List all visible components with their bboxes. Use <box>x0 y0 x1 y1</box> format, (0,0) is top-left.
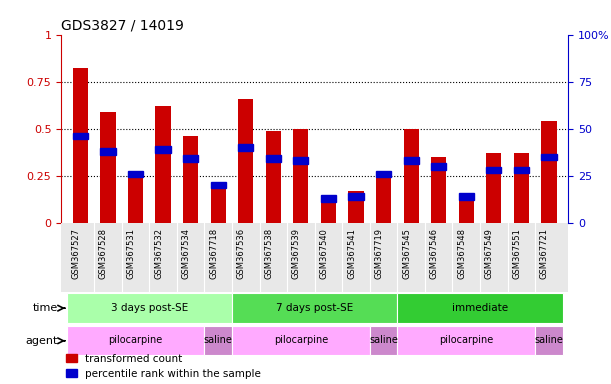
Bar <box>266 156 281 162</box>
Legend: transformed count, percentile rank within the sample: transformed count, percentile rank withi… <box>67 354 261 379</box>
Bar <box>397 293 563 323</box>
Bar <box>73 133 88 139</box>
Bar <box>376 170 391 177</box>
Text: saline: saline <box>203 335 233 345</box>
Text: GSM367532: GSM367532 <box>154 228 163 279</box>
Bar <box>238 99 254 223</box>
Text: saline: saline <box>535 335 563 345</box>
Text: 7 days post-SE: 7 days post-SE <box>276 303 353 313</box>
Bar <box>348 191 364 223</box>
Text: GSM367539: GSM367539 <box>292 228 301 279</box>
Text: GSM367534: GSM367534 <box>181 228 191 279</box>
Bar <box>67 326 205 356</box>
Bar <box>128 174 143 223</box>
Bar <box>100 112 115 223</box>
Text: GSM367719: GSM367719 <box>375 228 384 279</box>
Text: time: time <box>33 303 58 313</box>
Bar <box>431 157 446 223</box>
Bar <box>211 182 226 189</box>
Bar <box>397 326 535 356</box>
Bar <box>155 106 170 223</box>
Text: pilocarpine: pilocarpine <box>274 335 328 345</box>
Text: pilocarpine: pilocarpine <box>439 335 493 345</box>
Bar <box>541 154 557 160</box>
Text: GSM367541: GSM367541 <box>347 228 356 279</box>
Text: GSM367545: GSM367545 <box>402 228 411 279</box>
Text: GSM367531: GSM367531 <box>126 228 136 279</box>
Bar <box>459 194 474 223</box>
Bar <box>155 146 170 152</box>
Text: GSM367528: GSM367528 <box>99 228 108 279</box>
Text: 3 days post-SE: 3 days post-SE <box>111 303 188 313</box>
Bar <box>293 157 309 164</box>
Bar <box>403 129 419 223</box>
Text: GSM367536: GSM367536 <box>236 228 246 280</box>
Bar <box>232 326 370 356</box>
Bar <box>183 136 198 223</box>
Bar <box>348 193 364 200</box>
Text: agent: agent <box>26 336 58 346</box>
Bar <box>514 167 529 173</box>
Text: pilocarpine: pilocarpine <box>108 335 163 345</box>
Bar <box>370 326 397 356</box>
Text: GSM367549: GSM367549 <box>485 228 494 279</box>
Bar <box>514 153 529 223</box>
Bar <box>293 129 309 223</box>
Text: GSM367718: GSM367718 <box>209 228 218 280</box>
Bar <box>128 170 143 177</box>
Bar <box>266 131 281 223</box>
Bar <box>535 326 563 356</box>
Bar <box>486 167 502 173</box>
Bar <box>376 174 391 223</box>
Bar <box>486 153 502 223</box>
Text: GSM367548: GSM367548 <box>457 228 466 279</box>
Bar <box>100 148 115 154</box>
Bar <box>541 121 557 223</box>
Text: GSM367527: GSM367527 <box>71 228 81 279</box>
Text: GSM367551: GSM367551 <box>513 228 521 279</box>
Text: GSM367546: GSM367546 <box>430 228 439 279</box>
Bar <box>211 185 226 223</box>
Bar <box>321 195 336 202</box>
Text: GSM367538: GSM367538 <box>265 228 273 280</box>
Text: GDS3827 / 14019: GDS3827 / 14019 <box>61 18 184 32</box>
Text: GSM367540: GSM367540 <box>320 228 329 279</box>
Bar <box>232 293 397 323</box>
Bar <box>73 68 88 223</box>
Bar <box>67 293 232 323</box>
Bar <box>205 326 232 356</box>
Text: immediate: immediate <box>452 303 508 313</box>
Bar <box>459 193 474 200</box>
Bar <box>238 144 254 151</box>
Bar <box>321 198 336 223</box>
Bar <box>403 157 419 164</box>
Bar <box>183 156 198 162</box>
Text: saline: saline <box>369 335 398 345</box>
Bar <box>431 163 446 170</box>
Text: GSM367721: GSM367721 <box>540 228 549 279</box>
